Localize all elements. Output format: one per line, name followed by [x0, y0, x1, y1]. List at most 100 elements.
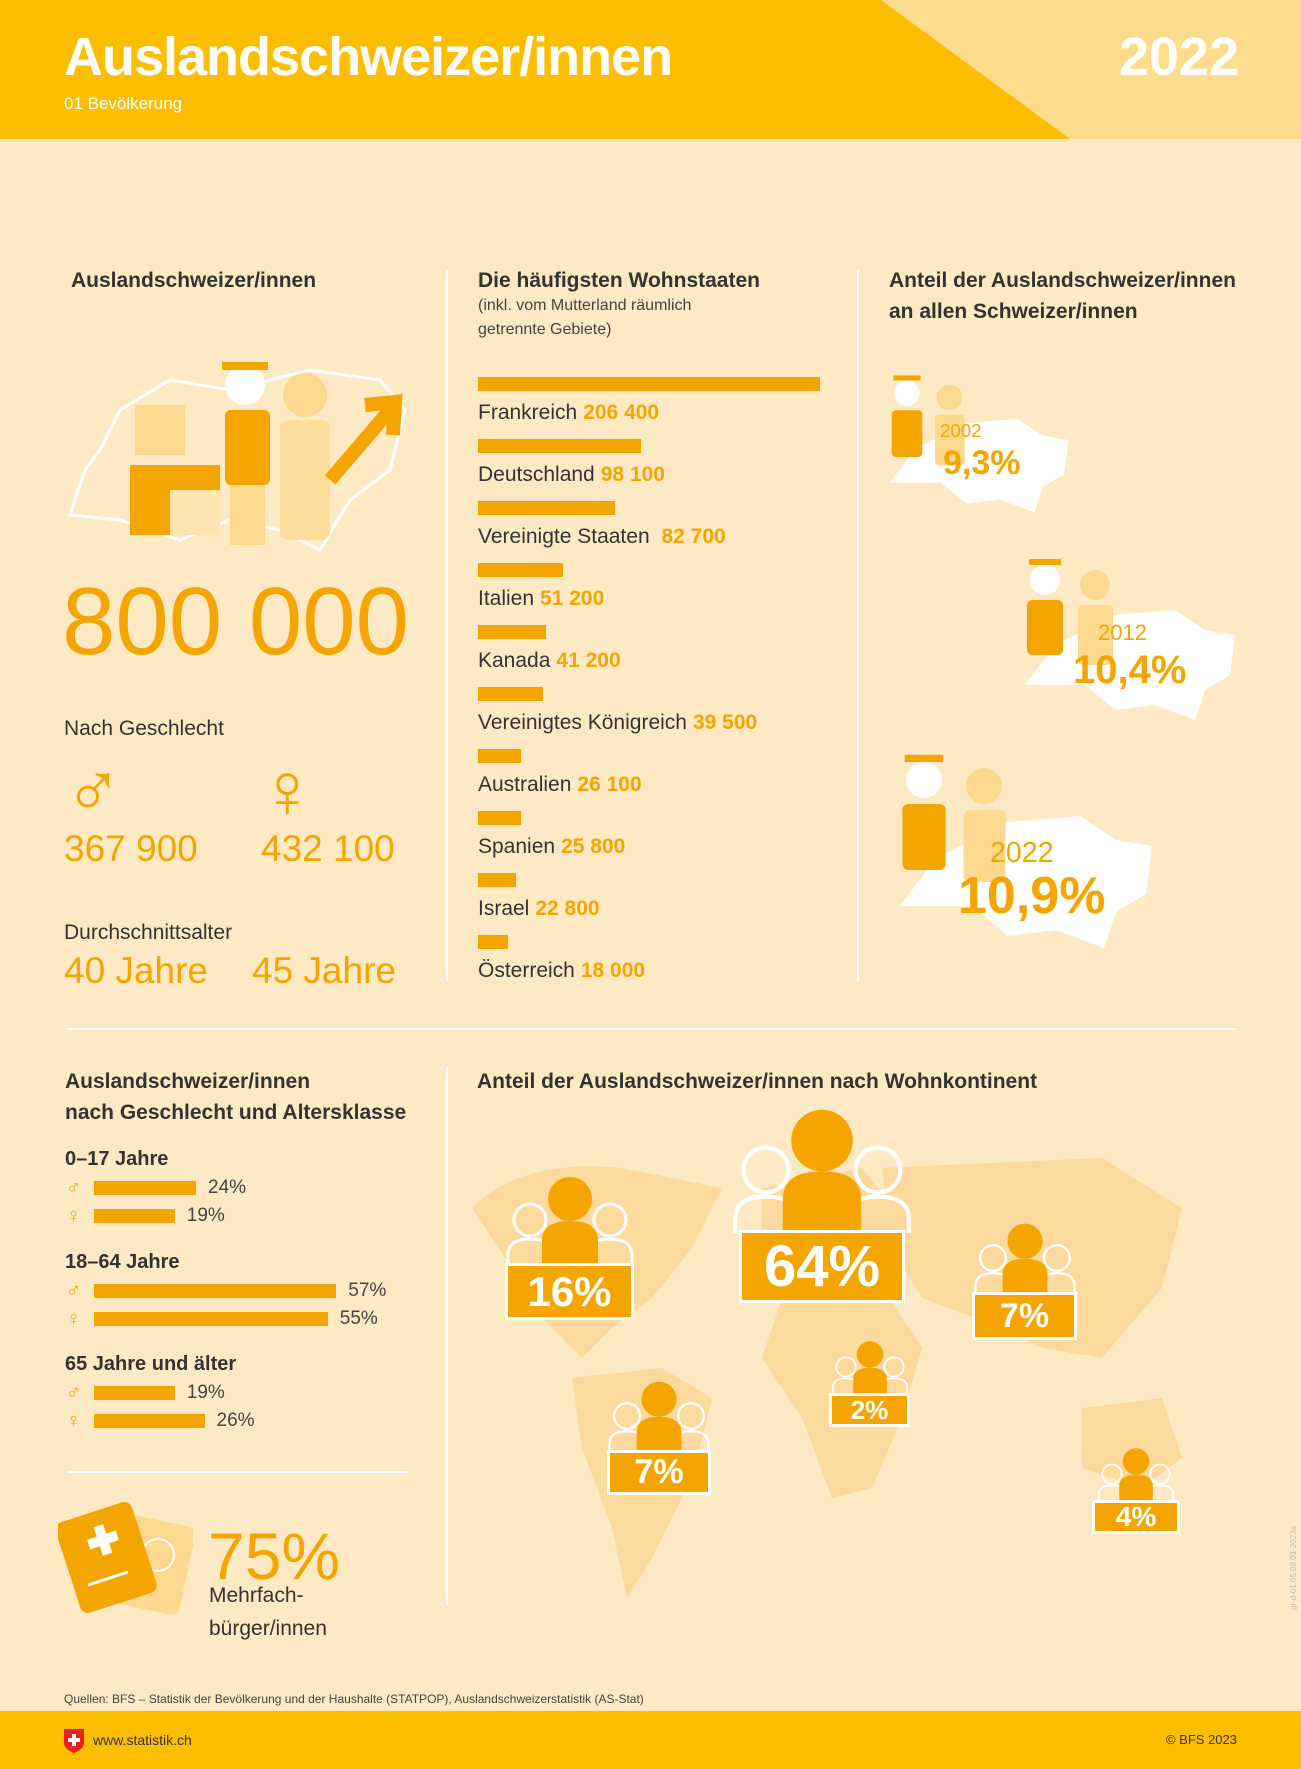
female-icon: ♀	[66, 1308, 81, 1330]
people-icon	[733, 1109, 911, 1233]
country-bar	[478, 749, 522, 763]
women-count: 432 100	[261, 828, 395, 869]
age-title: Auslandschweizer/innen	[65, 1070, 311, 1093]
country-row: Vereinigte Staaten 82 700	[478, 501, 838, 549]
continent-badge: 64%	[739, 1230, 905, 1303]
country-label: Vereinigtes Königreich 39 500	[478, 711, 838, 735]
country-row: Österreich 18 000	[478, 935, 838, 983]
country-row: Frankreich 206 400	[478, 377, 838, 425]
country-row: Kanada 41 200	[478, 625, 838, 673]
female-icon: ♀	[66, 1205, 81, 1227]
page-title: Auslandschweizer/innen	[64, 27, 673, 87]
country-bar	[478, 625, 547, 639]
continent-badge: 7%	[972, 1292, 1077, 1340]
country-bar	[478, 811, 521, 825]
countries-subtitle: (inkl. vom Mutterland räumlich	[478, 297, 692, 314]
header: Auslandschweizer/innen 01 Bevölkerung 20…	[0, 0, 1301, 139]
male-icon: ♂	[64, 746, 123, 834]
continent-badge: 7%	[607, 1450, 711, 1495]
country-name: Australien	[478, 773, 572, 796]
gender-label: Nach Geschlecht	[64, 717, 224, 740]
year: 2022	[1118, 27, 1239, 87]
country-label: Spanien 25 800	[478, 835, 838, 859]
website-link[interactable]: www.statistik.ch	[93, 1732, 192, 1748]
country-name: Deutschland	[478, 463, 595, 486]
country-label: Italien 51 200	[478, 587, 838, 611]
country-label: Israel 22 800	[478, 897, 838, 921]
country-row: Israel 22 800	[478, 873, 838, 921]
country-bar	[478, 687, 544, 701]
country-name: Kanada	[478, 649, 551, 672]
country-row: Italien 51 200	[478, 563, 838, 611]
section-divider	[68, 1028, 1236, 1030]
country-row: Deutschland 98 100	[478, 439, 838, 487]
country-value: 18 000	[580, 959, 646, 982]
male-icon: ♂	[66, 1177, 81, 1199]
countries-subtitle: getrennte Gebiete)	[478, 321, 612, 338]
people-icon	[831, 1341, 908, 1395]
people-icon	[1097, 1448, 1175, 1502]
country-value: 26 100	[577, 773, 642, 796]
female-percent: 19%	[186, 1205, 225, 1226]
share-value: 9,3%	[943, 444, 1021, 482]
male-bar	[94, 1181, 196, 1195]
country-bar	[478, 935, 508, 949]
country-name: Vereinigtes Königreich	[478, 711, 687, 734]
male-icon: ♂	[66, 1382, 81, 1404]
age-group-label: 65 Jahre und älter	[65, 1353, 237, 1375]
male-percent: 57%	[348, 1280, 387, 1301]
female-bar	[94, 1209, 175, 1223]
male-icon: ♂	[66, 1280, 81, 1302]
country-label: Frankreich 206 400	[478, 401, 838, 425]
country-label: Österreich 18 000	[478, 959, 838, 983]
country-name: Italien	[478, 587, 535, 610]
country-name: Frankreich	[478, 401, 578, 424]
continent-badge: 2%	[829, 1393, 910, 1427]
multi-citizen-share: 75%	[208, 1519, 341, 1593]
female-percent: 55%	[339, 1308, 378, 1329]
male-percent: 19%	[186, 1382, 225, 1403]
source-note: Quellen: BFS – Statistik der Bevölkerung…	[64, 1692, 644, 1706]
footer: www.statistik.ch © BFS 2023	[0, 1711, 1301, 1769]
multi-citizen-label: Mehrfach-	[209, 1584, 304, 1607]
share-year: 2012	[1098, 620, 1147, 645]
female-percent: 26%	[216, 1410, 255, 1431]
country-name: Spanien	[478, 835, 556, 858]
country-value: 206 400	[583, 401, 660, 424]
country-bar	[478, 501, 616, 515]
men-average-age: 40 Jahre	[64, 950, 208, 991]
switzerland-travellers-illustration	[67, 362, 407, 552]
country-value: 25 800	[561, 835, 626, 858]
share-pictogram	[900, 754, 1152, 948]
share-pictogram	[890, 375, 1069, 513]
total-value: 800 000	[62, 568, 410, 675]
country-label: Deutschland 98 100	[478, 463, 838, 487]
share-year: 2002	[940, 420, 982, 441]
age-title: nach Geschlecht und Altersklasse	[65, 1101, 407, 1124]
women-average-age: 45 Jahre	[252, 950, 396, 991]
swiss-shield-icon	[64, 1729, 84, 1753]
country-value: 39 500	[692, 711, 758, 734]
people-icon	[506, 1177, 633, 1265]
share-pictogram	[1025, 559, 1235, 720]
graphic-code: gr-d-01.05.09.01-2023a	[1289, 1525, 1298, 1610]
male-bar	[94, 1386, 175, 1400]
country-bar	[478, 563, 563, 577]
male-percent: 24%	[208, 1177, 247, 1198]
section-divider	[68, 1471, 408, 1473]
female-icon: ♀	[258, 746, 317, 834]
country-bar	[478, 439, 641, 453]
continent-badge: 4%	[1092, 1500, 1180, 1534]
passports-icon	[58, 1502, 193, 1615]
share-value: 10,4%	[1073, 648, 1187, 692]
country-name: Vereinigte Staaten	[478, 525, 656, 548]
country-row: Vereinigtes Königreich 39 500	[478, 687, 838, 735]
country-bar	[478, 873, 516, 887]
country-value: 98 100	[600, 463, 665, 486]
country-row: Spanien 25 800	[478, 811, 838, 859]
country-bar	[478, 377, 820, 391]
continent-badge: 16%	[505, 1263, 634, 1320]
age-group-label: 0–17 Jahre	[65, 1148, 169, 1170]
country-label: Vereinigte Staaten 82 700	[478, 525, 838, 549]
female-bar	[94, 1414, 205, 1428]
